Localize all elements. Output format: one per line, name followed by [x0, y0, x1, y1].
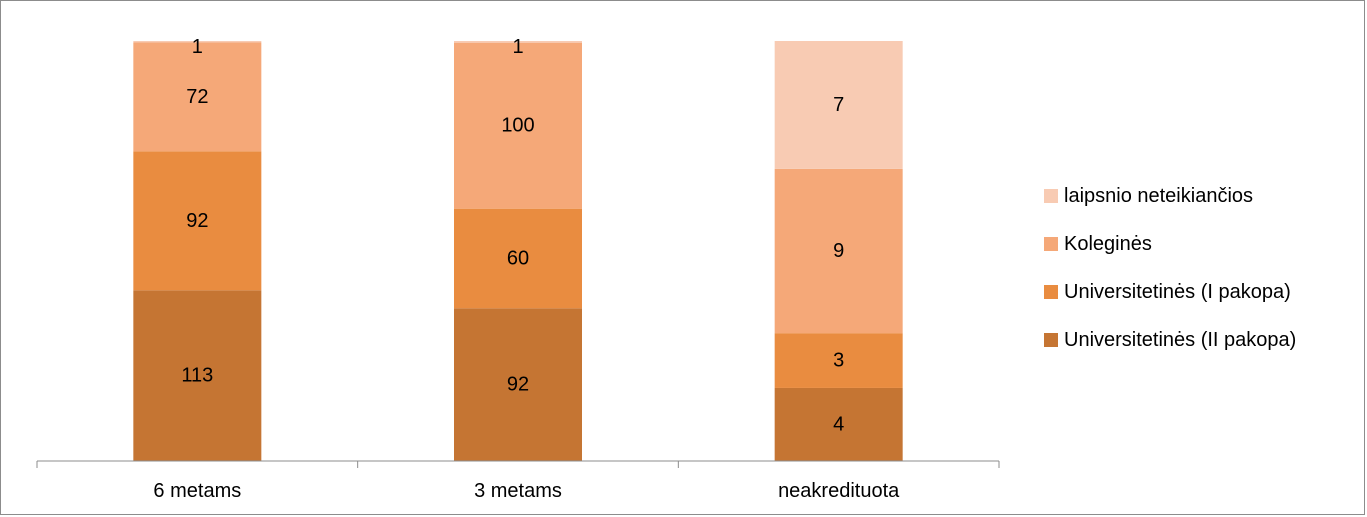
data-label: 72	[186, 86, 208, 108]
bar-segment	[454, 41, 582, 43]
bar-segment	[133, 41, 262, 43]
legend: laipsnio neteikiančios Koleginės Universit…	[1044, 185, 1296, 351]
data-label: 1	[192, 36, 203, 58]
legend-swatch	[1044, 237, 1058, 251]
data-label: 3	[833, 350, 844, 372]
data-label: 92	[186, 210, 208, 232]
bar-segment	[133, 151, 262, 291]
data-label: 4	[833, 413, 844, 435]
x-tick-label: neakredituota	[778, 480, 900, 502]
data-label: 113	[181, 365, 213, 387]
data-label: 1	[512, 36, 523, 58]
legend-label: laipsnio neteikiančios	[1064, 185, 1253, 207]
x-tick-label: 3 metams	[474, 480, 562, 502]
bar-segment	[454, 308, 582, 461]
legend-swatch	[1044, 285, 1058, 299]
bar-segment	[454, 42, 582, 209]
legend-label: Universitetinės (I pakopa)	[1064, 281, 1291, 303]
data-label: 7	[833, 94, 844, 116]
data-label: 100	[501, 115, 534, 137]
bar-segment	[454, 208, 582, 309]
bar-segment	[133, 42, 262, 152]
bar-segment	[774, 41, 903, 169]
legend-swatch	[1044, 333, 1058, 347]
bar-segment	[774, 168, 903, 334]
bar-segment	[774, 333, 903, 388]
bar-segment	[133, 290, 262, 461]
data-label: 92	[507, 374, 529, 396]
bar-segment	[774, 387, 903, 461]
bars-layer: 113 92 72 1 92 60 100 1 4 3 9 7	[133, 36, 903, 461]
data-label: 60	[507, 247, 529, 269]
data-label: 9	[833, 240, 844, 262]
legend-label: Universitetinės (II pakopa)	[1064, 329, 1296, 351]
x-tick-label: 6 metams	[153, 480, 241, 502]
legend-swatch	[1044, 189, 1058, 203]
x-axis: 6 metams 3 metams neakredituota	[36, 460, 1000, 502]
legend-label: Koleginės	[1064, 233, 1152, 255]
